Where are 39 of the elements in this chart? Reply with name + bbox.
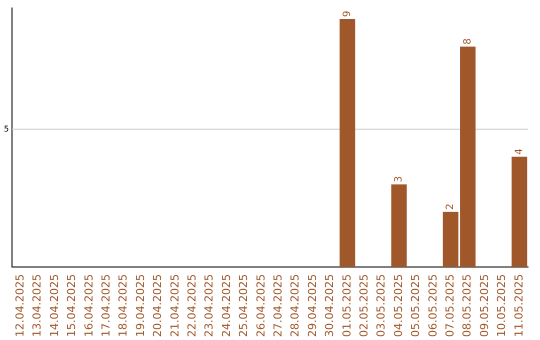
x-tick-label: 11.05.2025 xyxy=(512,274,526,338)
x-tick-label: 22.04.2025 xyxy=(185,274,198,338)
x-tick-label: 28.04.2025 xyxy=(288,274,302,338)
ref-line-label: 5 xyxy=(4,124,9,134)
x-tick-label: 18.04.2025 xyxy=(116,274,130,338)
x-tick-label: 23.04.2025 xyxy=(202,274,216,338)
x-tick-label: 03.05.2025 xyxy=(374,274,388,338)
data-label: 9 xyxy=(342,10,353,18)
x-tick-label: 25.04.2025 xyxy=(237,274,250,338)
x-tick-label: 06.05.2025 xyxy=(426,274,440,338)
data-label: 4 xyxy=(514,148,525,155)
x-tick-label: 19.04.2025 xyxy=(134,274,147,338)
bar xyxy=(512,156,528,268)
x-tick-label: 07.05.2025 xyxy=(443,274,456,338)
x-tick-label: 15.04.2025 xyxy=(65,274,78,338)
x-tick-label: 04.05.2025 xyxy=(392,274,405,338)
x-tick-label: 14.04.2025 xyxy=(48,274,61,338)
x-tick-label: 08.05.2025 xyxy=(460,274,474,338)
x-tick-label: 10.05.2025 xyxy=(495,274,508,338)
x-tick-label: 24.04.2025 xyxy=(220,274,233,338)
bar xyxy=(340,19,356,268)
x-tick-label: 12.04.2025 xyxy=(13,274,26,338)
x-tick-label: 26.04.2025 xyxy=(254,274,268,338)
x-tick-label: 30.04.2025 xyxy=(323,274,336,338)
data-label: 8 xyxy=(462,38,474,45)
bar xyxy=(391,184,407,268)
x-tick-label: 29.04.2025 xyxy=(306,274,319,338)
x-tick-label: 17.04.2025 xyxy=(99,274,112,338)
x-tick-label: 01.05.2025 xyxy=(340,274,354,338)
data-label: 2 xyxy=(445,204,456,210)
x-tick-label: 13.04.2025 xyxy=(30,274,44,338)
x-tick-label: 05.05.2025 xyxy=(409,274,422,338)
x-tick-label: 16.04.2025 xyxy=(82,274,96,338)
data-label: 3 xyxy=(394,176,405,182)
x-tick-label: 27.04.2025 xyxy=(271,274,284,338)
x-tick-label: 21.04.2025 xyxy=(168,274,182,338)
x-tick-label: 02.05.2025 xyxy=(357,274,370,338)
x-tick-label: 20.04.2025 xyxy=(151,274,164,338)
x-tick-label: 09.05.2025 xyxy=(478,274,491,338)
